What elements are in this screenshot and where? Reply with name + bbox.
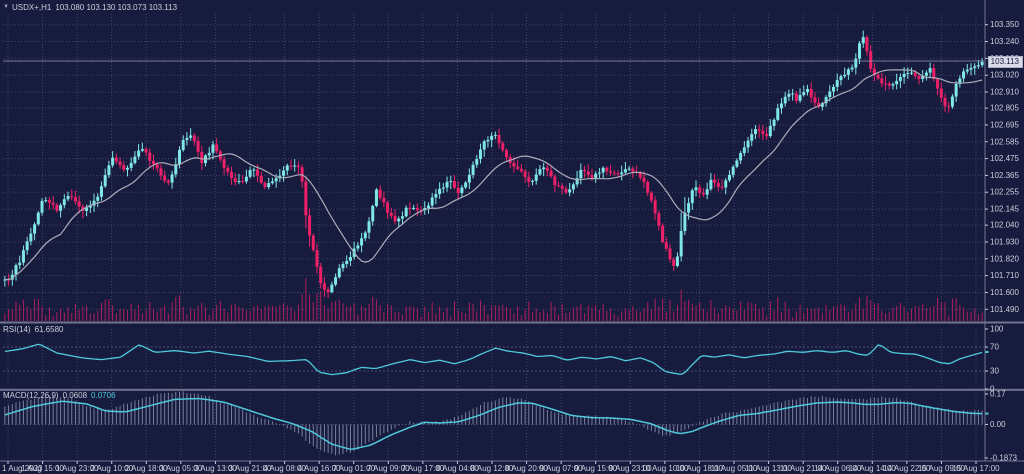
time-axis-label: 4 Aug 16:00 [298, 464, 341, 473]
time-axis-label: 1 Aug 2023 [2, 464, 43, 473]
time-axis-label: 9 Aug 23:00 [609, 464, 652, 473]
price-axis-label: 102.805 [990, 104, 1019, 113]
time-axis-label: 4 Aug 08:00 [263, 464, 306, 473]
time-axis-label: 11 Aug 21:00 [780, 464, 827, 473]
macd-histogram [4, 391, 983, 456]
price-axis-label: 102.365 [990, 171, 1019, 180]
macd-axis-label: -0.1873 [990, 454, 1018, 463]
time-axis-label: 11 Aug 05:00 [711, 464, 758, 473]
price-axis-label: 101.820 [990, 254, 1019, 263]
time-axis-label: 10 Aug 10:00 [641, 464, 689, 473]
time-axis-label: 15 Aug 17:00 [952, 464, 1000, 473]
macd-axis[interactable]: 0.17 0.00 -0.1873 [985, 390, 1018, 463]
time-axis-label: 3 Aug 05:00 [159, 464, 202, 473]
macd-signal-line [4, 397, 983, 451]
price-axis-label: 103.350 [990, 20, 1019, 29]
time-axis-label: 14 Aug 14:00 [849, 464, 897, 473]
time-axis-label: 7 Aug 01:00 [332, 464, 375, 473]
time-axis-label: 10 Aug 18:00 [676, 464, 724, 473]
symbol-header: ▼ USDX+,H1 103.080 103.130 103.073 103.113 [3, 3, 177, 12]
time-axis-label: 14 Aug 22:00 [883, 464, 931, 473]
pane-separators [0, 0, 1024, 462]
time-axis-label: 3 Aug 21:00 [229, 464, 272, 473]
time-axis-label: 15 Aug 09:00 [918, 464, 966, 473]
time-axis-label: 14 Aug 06:00 [814, 464, 862, 473]
price-axis-label: 102.695 [990, 120, 1019, 129]
rsi-axis-label: 0 [990, 385, 995, 394]
time-axis-label: 9 Aug 07:00 [540, 464, 583, 473]
time-axis-label: 8 Aug 04:00 [436, 464, 479, 473]
price-axis-label: 103.240 [990, 37, 1019, 46]
rsi-axis-label: 100 [990, 325, 1004, 334]
price-axis-label: 102.475 [990, 154, 1019, 163]
price-axis-label: 102.255 [990, 188, 1019, 197]
rsi-axis[interactable]: 100 70 30 0 [985, 325, 1004, 394]
time-axis-label: 2 Aug 10:00 [90, 464, 133, 473]
rsi-axis-label: 30 [990, 367, 999, 376]
price-axis-label: 101.710 [990, 271, 1019, 280]
rsi-value: 61.6580 [34, 325, 64, 334]
ohlc-values: 103.080 103.130 103.073 103.113 [55, 3, 178, 12]
time-axis-label: 1 Aug 15:00 [21, 464, 64, 473]
price-axis-label: 103.020 [990, 71, 1019, 80]
time-axis-label: 3 Aug 13:00 [194, 464, 237, 473]
moving-average-line [4, 69, 983, 281]
bid-price-tag: 103.113 [987, 55, 1023, 68]
price-axis-label: 101.600 [990, 288, 1019, 297]
rsi-indicator-label: RSI(14) 61.6580 [3, 325, 63, 334]
price-axis-label: 102.910 [990, 88, 1019, 97]
time-axis-label: 2 Aug 18:00 [125, 464, 168, 473]
price-axis-label: 102.585 [990, 137, 1019, 146]
price-axis-label: 102.040 [990, 221, 1019, 230]
volume-bars [4, 278, 983, 321]
price-axis[interactable]: 103.350103.240103.130103.020102.910102.8… [985, 20, 1019, 314]
macd-axis-label: 0.00 [990, 420, 1006, 429]
time-axis-label: 11 Aug 13:00 [745, 464, 792, 473]
price-axis-label: 101.930 [990, 237, 1019, 246]
time-axis-label: 7 Aug 09:00 [367, 464, 410, 473]
time-axis-label: 7 Aug 17:00 [401, 464, 444, 473]
candlestick-series [3, 30, 984, 298]
rsi-axis-label: 70 [990, 343, 999, 352]
time-axis-label: 9 Aug 15:00 [574, 464, 617, 473]
rsi-name: RSI(14) [3, 325, 31, 334]
price-axis-label: 101.490 [990, 305, 1019, 314]
grid-lines [3, 14, 984, 458]
macd-axis-label: 0.17 [990, 390, 1006, 399]
macd-indicator-label: MACD(12,26,9) 0.0608 0.0706 [3, 391, 116, 400]
time-axis-label: 1 Aug 23:00 [56, 464, 99, 473]
rsi-line [4, 343, 983, 376]
macd-main-value: 0.0608 [62, 391, 88, 400]
price-axis-label: 102.145 [990, 205, 1019, 214]
collapse-arrow-icon[interactable]: ▼ [3, 4, 9, 10]
symbol-timeframe-label: USDX+,H1 [11, 3, 52, 12]
time-axis-label: 8 Aug 12:00 [471, 464, 514, 473]
macd-signal-value: 0.0706 [91, 391, 116, 400]
time-axis-label: 8 Aug 20:00 [505, 464, 548, 473]
macd-name: MACD(12,26,9) [3, 391, 59, 400]
